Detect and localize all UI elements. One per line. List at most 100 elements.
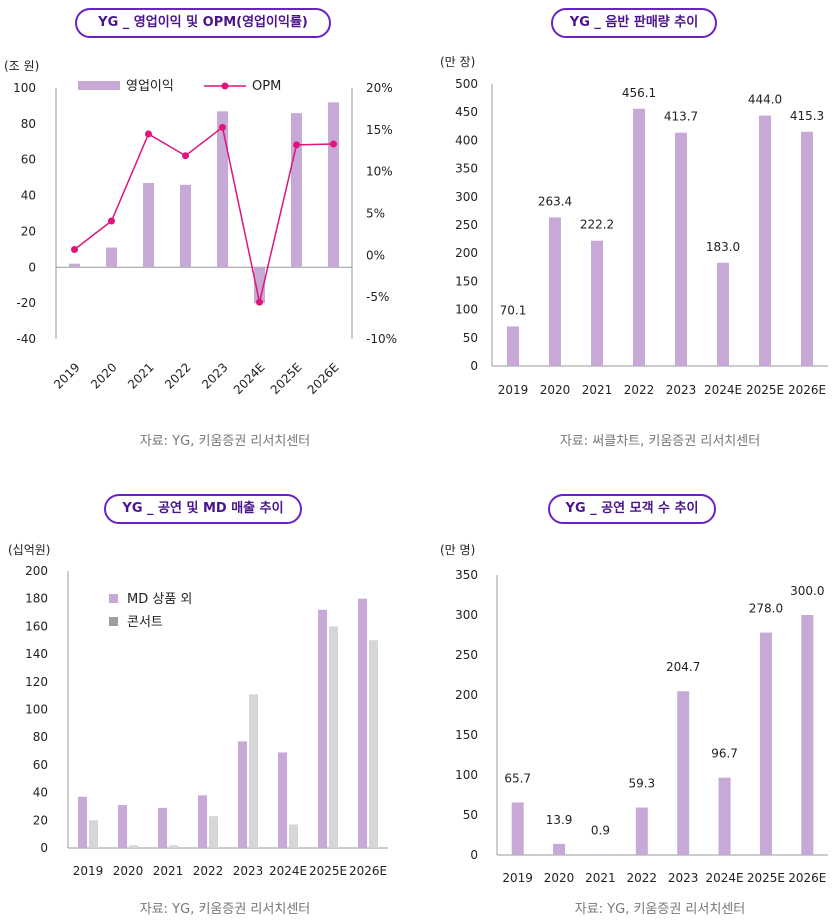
chart4-data-label: 65.7 [504,771,531,785]
chart1-opm-line [74,126,334,303]
chart1-unit: (조 원) [4,59,39,73]
chart1-xtick: 2023 [199,360,230,391]
chart2-xtick: 2025E [746,383,784,397]
chart2-data-label: 415.3 [790,109,824,123]
chart3-title: YG _ 공연 및 MD 매출 추이 [104,494,302,524]
chart4-data-label: 278.0 [749,602,783,616]
chart2-xtick: 2024E [704,383,742,397]
chart1-y2tick: 10% [366,165,393,179]
chart3-bar-concert [129,845,138,848]
chart1-bar [291,113,302,268]
chart1-y2tick: 5% [366,207,385,221]
chart1-y2tick: 20% [366,81,393,95]
chart1-legend-line-label: OPM [252,79,281,94]
chart4-bar [553,843,566,855]
chart3-xtick: 2023 [233,864,264,878]
chart3-bar-md [198,795,207,848]
chart1-bar [217,111,228,268]
chart2-ytick: 250 [455,218,478,232]
chart3-ytick: 80 [33,730,48,744]
chart4-ytick: 150 [455,728,478,742]
chart3-ytick: 140 [25,647,48,661]
chart4-xtick: 2020 [544,871,575,885]
chart4-ytick: 350 [455,568,478,582]
chart3-ytick: 100 [25,703,48,717]
chart3-bar-md [358,598,367,848]
chart4-bar [718,777,731,855]
chart2-bar [633,108,645,367]
chart1-opm-point [293,141,300,149]
chart1-bar [254,267,265,304]
chart4-bar [801,615,814,855]
chart2-title: YG _ 음반 판매량 추이 [551,8,717,38]
chart1-ytick: 100 [13,81,36,95]
chart4-data-label: 59.3 [628,777,655,791]
chart1-ytick: -20 [16,296,36,310]
chart3-ytick: 180 [25,592,48,606]
chart4-xtick: 2019 [502,871,533,885]
chart3-xtick: 2021 [153,864,184,878]
chart2-bar [675,132,687,366]
chart3-legend-md-swatch [109,594,118,603]
chart2-bar [507,326,519,366]
chart4-xtick: 2022 [627,871,658,885]
chart3-xtick: 2022 [193,864,224,878]
chart2-xtick: 2021 [582,383,613,397]
chart2-xtick: 2023 [666,383,697,397]
chart2-ytick: 50 [463,331,478,345]
chart3-bar-md [238,741,247,848]
chart1-source: 자료: YG, 키움증권 리서치센터 [139,434,311,449]
chart1-bar [69,263,80,268]
chart1-opm-point [145,130,152,138]
chart4-data-label: 13.9 [546,813,573,827]
chart1-opm-point [256,298,263,306]
chart3-legend-md-label: MD 상품 외 [127,592,192,607]
chart4-ytick: 300 [455,608,478,622]
chart1-title: YG _ 영업이익 및 OPM(영업이익률) [75,8,331,38]
chart1-opm-point [219,123,226,131]
chart2-bar [549,217,561,366]
chart1-ytick: 20 [21,224,36,238]
chart2-xtick: 2020 [540,383,571,397]
chart3-xtick: 2019 [73,864,104,878]
chart1-xtick: 2026E [305,360,342,397]
chart3-xtick: 2025E [309,864,347,878]
chart1-xtick: 2024E [231,360,268,397]
chart1-opm-point [330,140,337,148]
chart3-ytick: 40 [33,786,48,800]
chart2-source: 자료: 써클차트, 키움증권 리서치센터 [559,434,761,449]
chart3-ytick: 60 [33,758,48,772]
chart2-xtick: 2022 [624,383,655,397]
chart1-y2tick: -5% [366,290,389,304]
chart4-bar [511,802,524,855]
chart2-ytick: 150 [455,274,478,288]
chart4-bar [759,632,772,855]
chart1-legend-bar-swatch [78,81,120,90]
chart1-legend-line-marker [221,82,229,90]
chart3-ytick: 20 [33,813,48,827]
chart1-ytick: 80 [21,117,36,131]
chart3-bar-md [118,805,127,848]
chart2-data-label: 183.0 [706,240,740,254]
chart3-bar-concert [369,640,378,848]
chart4-xtick: 2025E [747,871,785,885]
chart4-xtick: 2026E [788,871,826,885]
chart2-bar [759,115,771,366]
chart4-bar [594,854,607,855]
chart3-bar-concert [209,816,218,848]
chart1-opm-point [71,245,78,253]
chart3-ytick: 0 [40,841,48,855]
chart2-data-label: 222.2 [580,218,614,232]
chart4-xtick: 2023 [668,871,699,885]
chart4-unit: (만 명) [440,543,475,557]
chart2-xtick: 2026E [788,383,826,397]
chart4-ytick: 100 [455,768,478,782]
chart1-opm-point [182,152,189,160]
chart1-xtick: 2021 [125,360,156,391]
chart2-bar [591,240,603,366]
chart2-data-label: 263.4 [538,194,572,208]
chart1-y2tick: 15% [366,123,393,137]
chart2-ytick: 400 [455,133,478,147]
chart2-bar [717,262,729,366]
chart3-ytick: 120 [25,675,48,689]
